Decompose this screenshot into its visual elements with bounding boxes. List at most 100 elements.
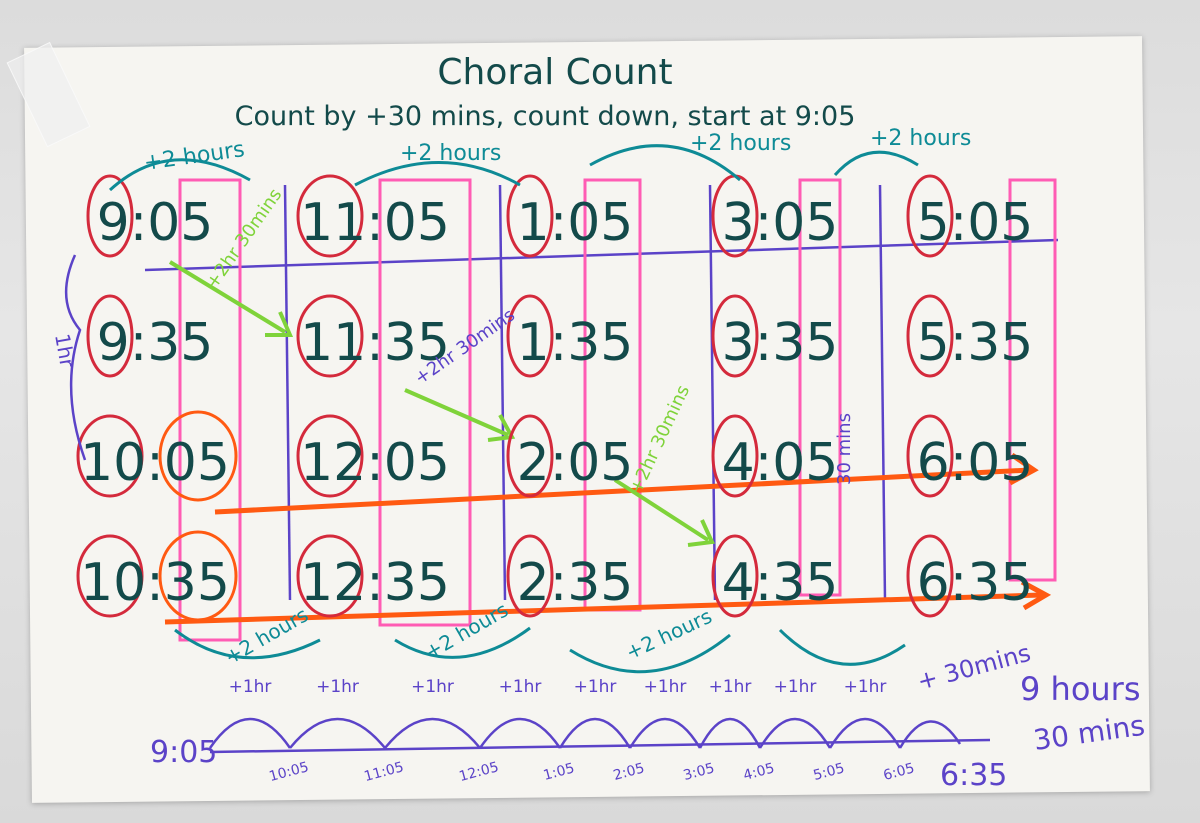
green-arrows [168,260,715,547]
time-label: 9:05 [97,193,214,253]
hour-circle [76,534,144,618]
time-label: 12:05 [300,433,450,493]
hour-circle [506,294,554,378]
diag-label-3: +2hr 30mins [625,382,694,497]
time-label: 10:05 [80,433,230,493]
bottom-arcs [174,626,906,674]
hour-circle [86,174,134,258]
hour-circle [86,294,134,378]
tick-label: 11:05 [362,759,405,785]
page-title: Choral Count [437,52,672,93]
pink-column-boxes [178,178,1057,642]
top-arrow-label-4: +2 hours [870,126,971,151]
tick-label: 10:05 [267,759,310,785]
hop-label: +1hr [229,677,272,697]
time-label: 4:05 [722,433,839,493]
orange-arrows [164,452,1052,625]
time-label: 2:35 [517,553,634,613]
time-label: 3:35 [722,313,839,373]
pink-box [798,178,842,597]
hour-circle [711,534,759,618]
number-line-start: 9:05 [150,735,217,770]
time-label: 5:05 [917,193,1034,253]
left-bracket [64,254,87,461]
hour-circle [711,294,759,378]
time-label: 6:05 [917,433,1034,493]
time-label: 6:35 [917,553,1034,613]
hop-label: +1hr [411,677,454,697]
hop-arc [478,717,562,749]
hop-arc [898,720,962,749]
hour-circle [506,174,554,258]
diag-label-1: +2hr 30mins [202,185,286,293]
hour-circle [906,414,954,498]
number-line-axis [209,738,991,754]
top-arrow-label-2: +2 hours [400,141,501,166]
hop-label: +1hr [844,677,887,697]
hour-circle [906,174,954,258]
hop-label: +1hr [709,677,752,697]
pink-box [378,178,472,627]
hop-label: +1hr [574,677,617,697]
tick-label: 1:05 [542,760,577,784]
minute-circle [158,410,238,502]
hour-circle [506,534,554,618]
hop-label: +1hr [499,677,542,697]
plus-thirty-label: + 30mins [914,639,1033,696]
thirty-mins-side-label: 30 mins [834,413,855,485]
hour-circle [296,174,364,258]
time-label: 3:05 [722,193,839,253]
purple-line-top [144,238,1059,272]
hop-arc [208,717,292,749]
hour-circle [296,294,364,378]
number-line-end: 6:35 [940,758,1007,793]
bottom-arrow-label-1: +2 hours [221,603,313,670]
time-label: 2:05 [517,433,634,493]
instruction-text: Count by +30 mins, count down, start at … [235,101,856,132]
hop-arc [289,717,386,749]
tick-label: 12:05 [457,759,500,785]
number-line: 10:05 +1hr 11:05 +1hr 12:05 +1hr 1:05 +1hr 2:05 +… [150,639,1034,793]
time-label: 11:35 [300,313,450,373]
hour-circle [296,414,364,498]
hop-arc [558,717,632,749]
tick-label: 3:05 [682,760,717,784]
time-label: 1:35 [517,313,634,373]
purple-vertical-lines [283,184,887,601]
hop-arc [758,717,832,749]
hour-circle [76,414,144,498]
time-label: 12:35 [300,553,450,613]
time-label: 9:35 [97,313,214,373]
time-label: 1:05 [517,193,634,253]
tick-label: 2:05 [612,760,647,784]
hop-label: +1hr [774,677,817,697]
hop-arc [698,717,762,749]
result-hours: 9 hours [1020,670,1141,708]
hour-circle [906,534,954,618]
pink-box [178,178,242,642]
time-grid: 9:05 9:35 10:05 10:35 11:05 11:35 12:05 12:35 1:… [76,174,1034,622]
result-mins: 30 mins [1031,709,1146,757]
purple-vertical [498,184,507,601]
top-arcs [108,144,919,192]
top-arrow-label-3: +2 hours [690,131,791,156]
minute-circle [158,530,238,622]
hour-circle [506,414,554,498]
tick-label: 4:05 [742,760,777,784]
purple-vertical [878,184,887,601]
time-label: 4:35 [722,553,839,613]
purple-vertical [708,184,717,601]
pink-box [1008,178,1057,582]
tick-label: 5:05 [812,760,847,784]
time-label: 10:35 [80,553,230,613]
tick-label: 6:05 [882,760,917,784]
top-arc-labels: +2 hours +2 hours +2 hours +2 hours [142,126,971,176]
hop-label: +1hr [316,677,359,697]
time-label: 11:05 [300,193,450,253]
hop-label: +1hr [644,677,687,697]
hour-circle [711,414,759,498]
hop-arc [828,717,902,749]
hour-circle [296,534,364,618]
time-label: 5:35 [917,313,1034,373]
